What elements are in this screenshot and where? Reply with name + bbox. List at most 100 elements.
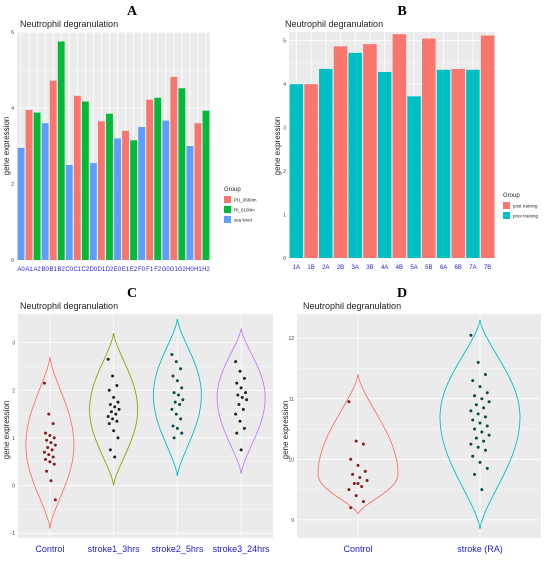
data-point [242,426,246,430]
data-point [108,448,112,452]
x-tick-label: Control [35,544,64,554]
x-tick-label: 3B [366,265,373,271]
y-tick-label: 3 [283,126,286,132]
data-point [239,386,243,390]
data-point [360,485,364,489]
data-point [181,398,185,402]
x-tick-label: B2 [58,267,66,273]
violin [89,333,139,486]
data-point [173,400,177,404]
data-point [476,360,480,364]
data-point [245,398,249,402]
data-point [241,407,245,411]
violin [25,356,75,529]
violin [152,318,202,477]
x-tick-label: B0 [41,267,49,273]
x-tick-label: F2 [154,267,162,273]
x-tick-label: C2 [82,267,90,273]
data-point [112,395,116,399]
x-tick-label: F1 [146,267,154,273]
bar [436,69,451,258]
data-point [113,455,117,459]
data-point [117,407,121,411]
data-point [240,395,244,399]
x-tick-label: 1A [293,265,300,271]
legend-key [503,202,510,209]
y-tick-label: 0 [11,258,14,264]
data-point [53,498,57,502]
bar [363,44,377,258]
legend-key [224,196,231,203]
data-point [116,436,120,440]
data-point [179,367,183,371]
chart-b-ylabel: gene expression [273,117,282,176]
y-tick-label: 2 [12,388,15,394]
bar [33,112,41,260]
data-point [476,412,480,416]
x-tick-label: A2 [33,267,41,273]
data-point [235,381,239,385]
x-tick-label: F0 [138,267,146,273]
y-tick-label: 0 [283,256,286,262]
panel-background [18,314,273,538]
data-point [47,453,51,457]
data-point [116,400,120,404]
bar [49,80,57,260]
x-tick-label: 5B [425,265,432,271]
data-point [243,391,247,395]
bar [17,147,25,260]
legend-label: RI_8100m [234,208,255,213]
data-point [234,360,238,364]
data-point [53,443,57,447]
bar [25,109,33,261]
data-point [179,417,183,421]
data-point [239,448,243,452]
bar [202,110,210,260]
data-point [485,466,489,470]
data-point [114,412,118,416]
x-tick-label: 6B [455,265,462,271]
y-tick-label: 1 [12,436,15,442]
data-point [478,385,482,389]
x-tick-label: stroke3_24hrs [213,544,271,554]
chart-d-plot-area [297,314,541,538]
data-point [473,427,477,431]
data-point [349,506,353,510]
data-point [354,439,358,443]
bar [377,71,392,258]
violin [439,319,521,529]
x-tick-label: H1 [194,267,202,273]
data-point [109,410,113,414]
data-point [171,374,175,378]
chart-b-legend: Group post training prior training [503,193,539,219]
y-tick-label: 9 [291,518,294,524]
data-point [482,406,486,410]
chart-b-legend-title: Group [503,193,520,199]
data-point [361,500,365,504]
y-tick-label: 11 [289,397,294,403]
bar [162,120,170,260]
bar [98,121,105,260]
y-tick-label: 4 [283,82,286,88]
bar [289,84,304,259]
data-point [485,391,489,395]
data-point [51,422,55,426]
bar [422,38,436,259]
data-point [175,379,179,383]
data-point [42,450,46,454]
violin [216,328,266,474]
data-point [175,426,179,430]
bar [154,97,162,261]
data-point [354,494,358,498]
data-point [482,439,486,443]
x-tick-label: H2 [202,267,210,273]
data-point [363,469,367,473]
data-point [44,431,48,435]
bar [194,123,202,260]
bar [186,146,194,260]
bar [333,46,348,258]
bar [41,123,49,260]
x-tick-label: C0 [65,267,73,273]
data-point [111,374,115,378]
